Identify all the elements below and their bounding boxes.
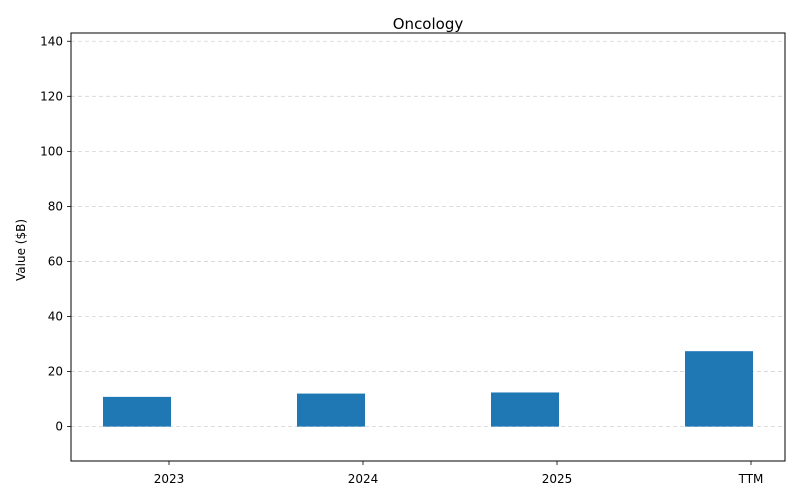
- chart-title: Oncology: [393, 15, 464, 33]
- x-tick-label: 2024: [348, 472, 379, 486]
- bar-2025: [491, 392, 559, 427]
- y-tick-label: 60: [48, 254, 63, 268]
- plot-frame: [70, 32, 786, 462]
- y-tick-label: 140: [40, 34, 63, 48]
- bar-2023: [103, 396, 171, 427]
- x-tick-label: TTM: [738, 472, 764, 486]
- bar-2024: [297, 393, 365, 427]
- y-axis-label: Value ($B): [14, 219, 28, 281]
- x-tick-label: 2023: [154, 472, 185, 486]
- y-tick-label: 20: [48, 365, 63, 379]
- x-axis-ticks: 2023 2024 2025 TTM: [154, 461, 764, 486]
- gridlines: [71, 40, 785, 427]
- bars: [103, 351, 753, 427]
- y-tick-label: 120: [40, 89, 63, 103]
- bar-ttm: [685, 351, 753, 427]
- y-tick-label: 100: [40, 144, 63, 158]
- y-axis-ticks: 0 20 40 60 80 100 120 140: [40, 34, 71, 434]
- y-tick-label: 0: [55, 420, 63, 434]
- y-tick-label: 80: [48, 199, 63, 213]
- x-tick-label: 2025: [542, 472, 573, 486]
- y-tick-label: 40: [48, 309, 63, 323]
